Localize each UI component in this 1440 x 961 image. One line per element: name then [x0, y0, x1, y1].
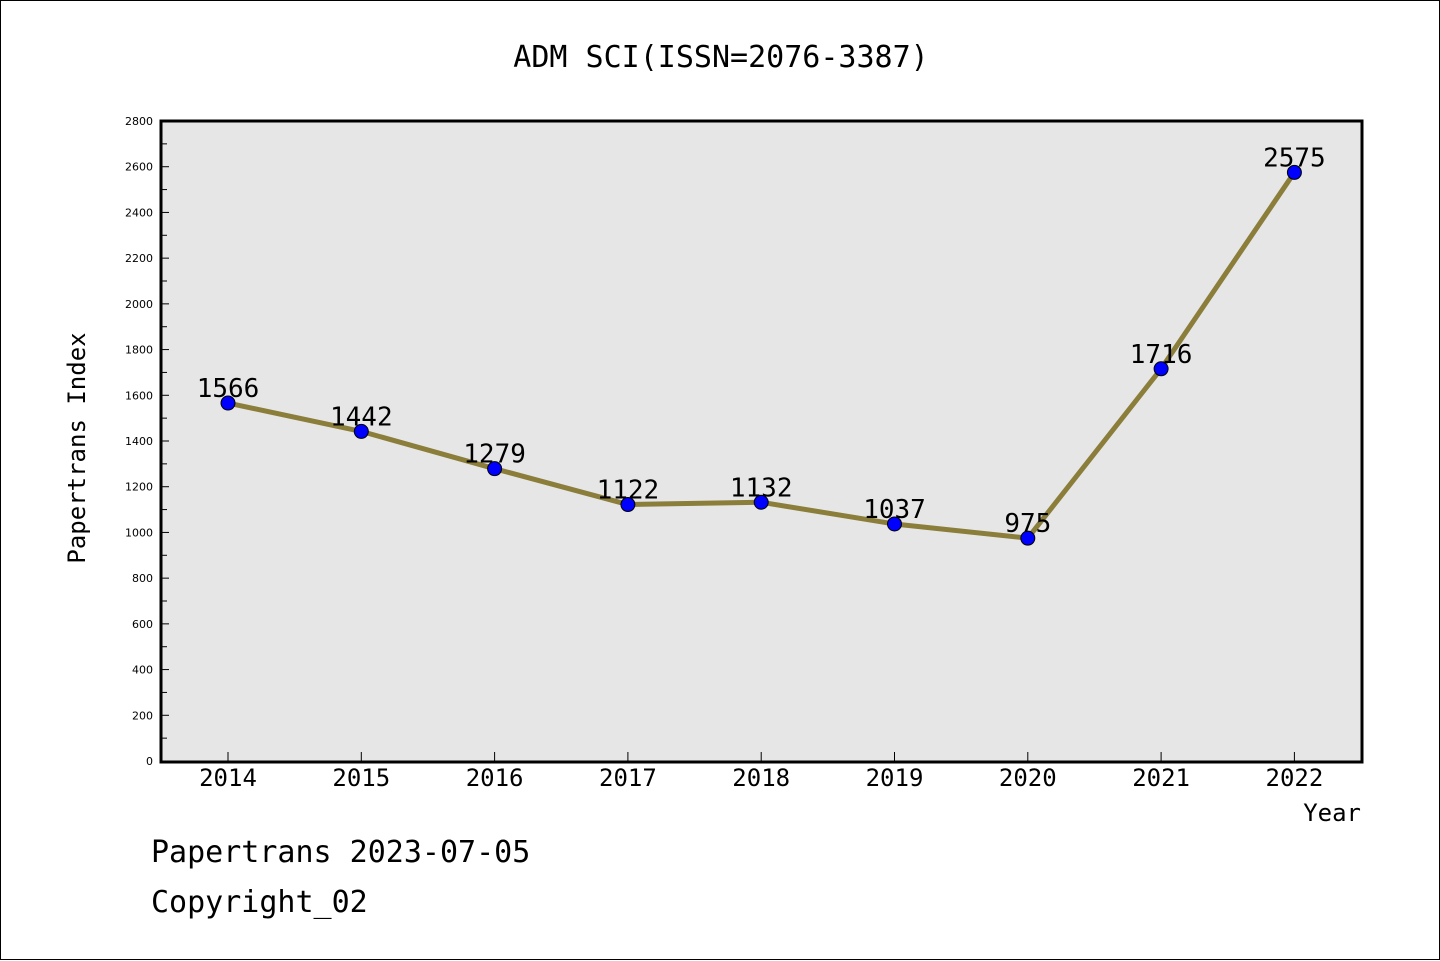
- data-point: [1153, 361, 1169, 377]
- data-label: 1122: [597, 476, 660, 506]
- y-tick-label: 1000: [125, 526, 153, 539]
- x-tick-label: 2022: [1266, 764, 1324, 792]
- data-point: [487, 461, 503, 477]
- x-tick-label: 2014: [199, 764, 257, 792]
- y-axis-label: Papertrans Index: [63, 332, 91, 563]
- y-tick-label: 2400: [125, 206, 153, 219]
- plot-area: [161, 121, 1362, 762]
- data-point: [353, 423, 369, 439]
- y-tick-label: 2200: [125, 252, 153, 265]
- data-label: 2575: [1263, 143, 1326, 173]
- y-tick-label: 1800: [125, 344, 153, 357]
- data-markers: [220, 164, 1302, 546]
- data-point: [753, 494, 769, 510]
- y-tick-label: 200: [132, 709, 153, 722]
- y-tick-label: 0: [146, 755, 153, 768]
- x-tick-label: 2018: [732, 764, 790, 792]
- x-tick-label: 2015: [332, 764, 390, 792]
- x-tick-label: 2016: [466, 764, 524, 792]
- y-tick-label: 600: [132, 618, 153, 631]
- x-tick-label: 2021: [1132, 764, 1190, 792]
- y-tick-label: 1200: [125, 481, 153, 494]
- x-tick-label: 2019: [866, 764, 924, 792]
- chart-title: ADM SCI(ISSN=2076-3387): [513, 40, 928, 75]
- data-point: [220, 395, 236, 411]
- footer-date: Papertrans 2023-07-05: [151, 835, 531, 870]
- data-label: 1716: [1130, 340, 1193, 370]
- y-tick-label: 2600: [125, 161, 153, 174]
- y-tick-label: 1600: [125, 389, 153, 402]
- data-point: [887, 516, 902, 532]
- data-label: 1566: [197, 374, 260, 404]
- plot-border: [159, 119, 1364, 764]
- y-tick-label: 2800: [125, 115, 153, 128]
- data-labels: 1566 1442 1279 1122 1132 1037 975 1716 2575: [197, 143, 1326, 539]
- data-label: 1442: [330, 402, 393, 432]
- data-label: 1132: [730, 473, 793, 503]
- data-point: [1020, 530, 1036, 546]
- y-axis: 0 200 400 600 800 1000 1200 1400 1600 1800 2000 220…: [125, 115, 169, 768]
- data-label: 1037: [863, 495, 926, 525]
- x-axis: 2014 2015 2016 2017 2018 2019 2020 2021 2022: [199, 752, 1323, 792]
- data-point: [1286, 164, 1302, 180]
- y-tick-label: 400: [132, 664, 153, 677]
- y-tick-label: 800: [132, 572, 153, 585]
- data-point: [620, 497, 636, 513]
- x-axis-label: Year: [1303, 799, 1361, 827]
- data-label: 975: [1004, 509, 1051, 539]
- x-tick-label: 2017: [599, 764, 657, 792]
- y-tick-label: 2000: [125, 298, 153, 311]
- x-tick-label: 2020: [999, 764, 1057, 792]
- footer-copyright: Copyright_02: [151, 885, 368, 920]
- data-label: 1279: [463, 440, 526, 470]
- y-tick-label: 1400: [125, 435, 153, 448]
